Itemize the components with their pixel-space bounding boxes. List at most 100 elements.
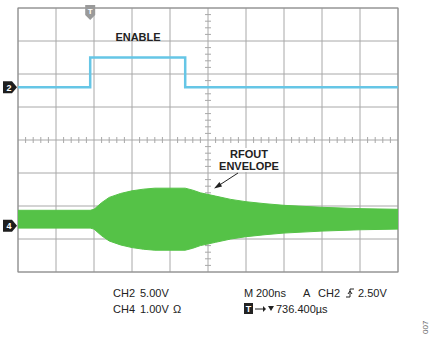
minor-tick (314, 137, 315, 143)
minor-tick (63, 137, 64, 143)
annotation-bg (218, 148, 280, 160)
minor-tick (205, 126, 211, 127)
channel-marker-shape (3, 220, 17, 232)
minor-tick (390, 137, 391, 143)
minor-tick (238, 137, 239, 143)
minor-tick (33, 137, 34, 143)
channel-marker: 4 (3, 220, 17, 232)
minor-tick (185, 137, 186, 143)
channel-marker-label: 4 (6, 221, 11, 231)
grid-line-y (18, 107, 398, 108)
traces (18, 58, 398, 251)
trigger-mode: A (303, 287, 311, 299)
minor-tick (205, 14, 211, 15)
minor-tick (215, 137, 216, 143)
channel-coupling: Ω (173, 303, 181, 315)
channel-marker-shape (3, 81, 17, 93)
minor-tick (344, 137, 345, 143)
channel-scale: 1.00V (140, 303, 169, 315)
trigger-marker-shape (85, 5, 95, 20)
minor-tick (205, 258, 211, 259)
minor-tick (139, 137, 140, 143)
minor-tick (276, 137, 277, 143)
minor-tick (192, 137, 193, 143)
delay-icon-box (244, 303, 253, 314)
plot-frame (18, 8, 398, 272)
minor-tick (205, 179, 211, 180)
minor-tick (154, 137, 155, 143)
channel-marker: 2 (3, 81, 17, 93)
status: CH25.00VM200nsACH22.50VCH41.00VΩT736.400… (113, 287, 387, 315)
channel-name: CH2 (113, 287, 135, 299)
minor-tick (352, 137, 353, 143)
delay-icon-label: T (246, 304, 252, 314)
minor-tick (253, 137, 254, 143)
minor-tick (147, 137, 148, 143)
annotation: ENABLE (115, 31, 160, 43)
trigger-level: 2.50V (358, 287, 387, 299)
grid-line-y (18, 140, 398, 141)
minor-tick (205, 265, 211, 266)
minor-tick (205, 153, 211, 154)
minor-tick (329, 137, 330, 143)
delay-arrowhead (263, 306, 266, 312)
minor-tick (205, 245, 211, 246)
edge-icon-arrow (348, 291, 352, 294)
annotation-arrow (218, 173, 238, 186)
trigger-source: CH2 (318, 287, 340, 299)
annotation-bg (218, 160, 280, 172)
channel-name: CH4 (113, 303, 135, 315)
minor-tick (124, 137, 125, 143)
minor-tick (205, 67, 211, 68)
minor-tick (205, 21, 211, 22)
minor-tick (205, 100, 211, 101)
minor-tick (205, 27, 211, 28)
edge-icon (346, 289, 354, 297)
minor-tick (382, 137, 383, 143)
delay-triangle (268, 306, 274, 311)
minor-tick (109, 137, 110, 143)
minor-tick (337, 137, 338, 143)
minor-tick (205, 60, 211, 61)
minor-tick (40, 137, 41, 143)
minor-tick (205, 192, 211, 193)
trace-line (18, 58, 398, 88)
figure-id: 007 (421, 320, 430, 334)
minor-tick (268, 137, 269, 143)
annotation: RFOUT (230, 148, 268, 160)
minor-tick (230, 137, 231, 143)
grid-line-y (18, 173, 398, 174)
scope-capture: 2 4 T ENABLE RFOUTENVELOPE CH2 5.00V M200ns A CH2… (0, 0, 435, 346)
minor-tick (78, 137, 79, 143)
minor-tick (306, 137, 307, 143)
minor-tick (205, 93, 211, 94)
minor-tick (71, 137, 72, 143)
annotation-arrowhead (214, 182, 222, 189)
minor-tick (205, 80, 211, 81)
minor-tick (101, 137, 102, 143)
timebase: 200ns (256, 287, 286, 299)
minor-tick (162, 137, 163, 143)
trace-envelope (18, 188, 398, 250)
minor-tick (205, 113, 211, 114)
minor-tick (116, 137, 117, 143)
minor-tick (205, 47, 211, 48)
minor-tick (205, 252, 211, 253)
minor-tick (375, 137, 376, 143)
minor-tick (177, 137, 178, 143)
channel-marker-label: 2 (6, 83, 11, 93)
trigger-marker: T (85, 5, 95, 20)
annotation: ENVELOPE (219, 160, 279, 172)
minor-tick (223, 137, 224, 143)
minor-tick (205, 133, 211, 134)
trigger-marker-label: T (88, 7, 93, 16)
minor-tick (200, 137, 201, 143)
timebase-prefix: M (244, 287, 253, 299)
minor-tick (48, 137, 49, 143)
channel-scale: 5.00V (140, 287, 169, 299)
minor-tick (367, 137, 368, 143)
grid (18, 8, 398, 272)
minor-tick (291, 137, 292, 143)
minor-tick (205, 34, 211, 35)
minor-tick (25, 137, 26, 143)
